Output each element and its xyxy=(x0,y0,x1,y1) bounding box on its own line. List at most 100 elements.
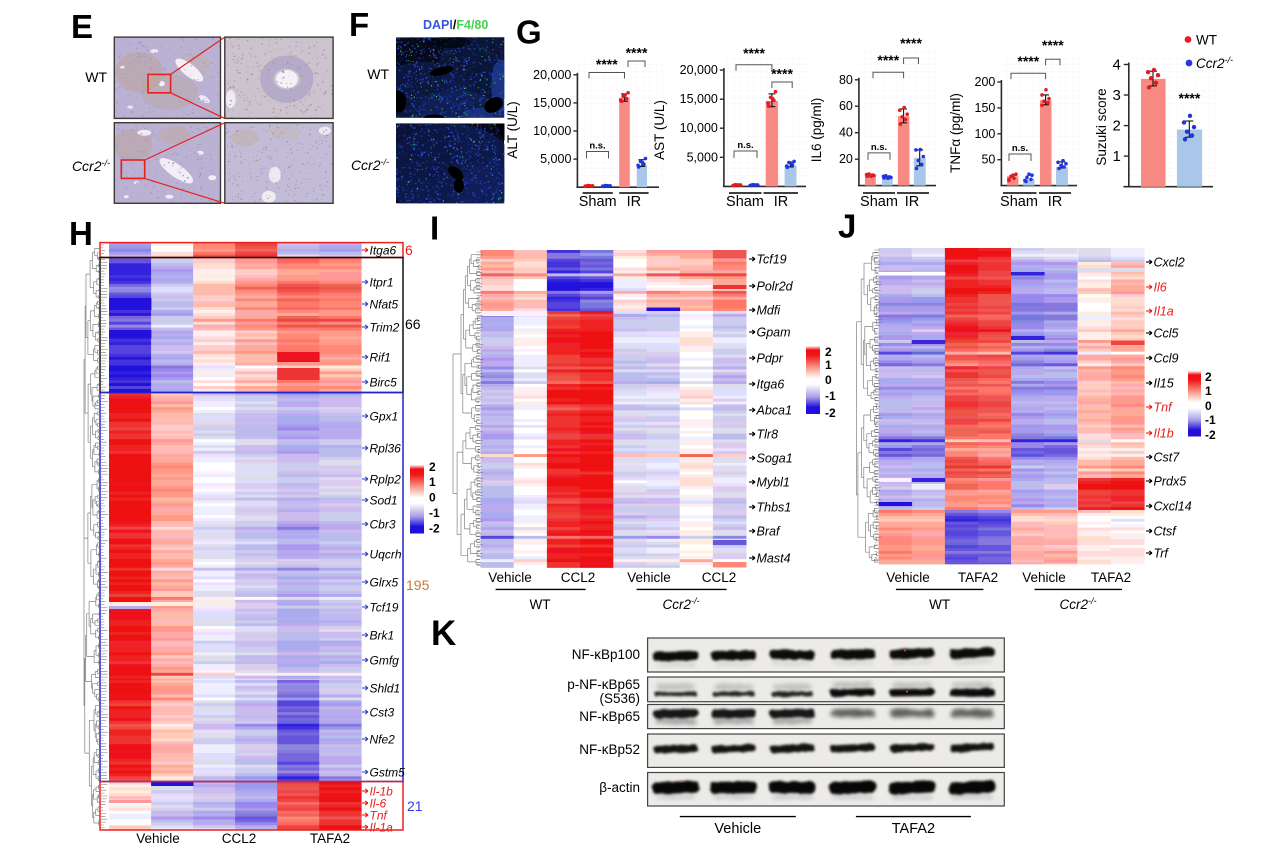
svg-text:****: **** xyxy=(626,45,648,61)
svg-text:Rplp2: Rplp2 xyxy=(370,473,402,487)
svg-text:20,000: 20,000 xyxy=(533,68,571,82)
svg-text:****: **** xyxy=(877,52,899,68)
svg-text:WT: WT xyxy=(85,69,107,85)
svg-text:Cst3: Cst3 xyxy=(370,706,395,720)
svg-text:Tlr8: Tlr8 xyxy=(757,428,779,442)
svg-text:3: 3 xyxy=(1112,87,1120,104)
svg-text:150: 150 xyxy=(975,101,996,115)
svg-text:Tcf19: Tcf19 xyxy=(370,601,399,615)
svg-text:WT: WT xyxy=(367,66,389,82)
svg-text:Itpr1: Itpr1 xyxy=(370,276,394,290)
svg-text:Suzuki score: Suzuki score xyxy=(1094,88,1109,165)
svg-text:I: I xyxy=(430,210,439,247)
svg-text:Gmfg: Gmfg xyxy=(370,654,400,668)
svg-text:CCL2: CCL2 xyxy=(222,831,257,846)
svg-text:1: 1 xyxy=(1112,148,1120,165)
svg-text:WT: WT xyxy=(1196,33,1217,48)
svg-text:-1: -1 xyxy=(825,389,836,403)
svg-text:Mast4: Mast4 xyxy=(757,552,791,566)
svg-text:Shld1: Shld1 xyxy=(370,682,401,696)
svg-text:H: H xyxy=(69,215,93,252)
svg-text:****: **** xyxy=(1042,37,1064,53)
svg-text:66: 66 xyxy=(405,316,421,332)
svg-text:Soga1: Soga1 xyxy=(757,452,793,466)
svg-text:-2: -2 xyxy=(825,406,836,420)
svg-text:Braf: Braf xyxy=(757,525,781,539)
svg-text:n.s.: n.s. xyxy=(1012,143,1028,154)
svg-text:n.s.: n.s. xyxy=(871,142,887,153)
svg-text:-2: -2 xyxy=(429,522,440,536)
svg-text:-1: -1 xyxy=(429,506,440,520)
svg-text:100: 100 xyxy=(975,127,996,141)
svg-text:Rif1: Rif1 xyxy=(370,351,391,365)
svg-text:J: J xyxy=(838,208,856,245)
svg-text:2: 2 xyxy=(1112,118,1120,135)
svg-text:****: **** xyxy=(1179,90,1201,106)
svg-text:Abca1: Abca1 xyxy=(756,404,792,418)
svg-text:Sham: Sham xyxy=(726,194,764,210)
svg-text:Polr2d: Polr2d xyxy=(757,280,794,294)
svg-text:CCL2: CCL2 xyxy=(702,570,737,585)
svg-text:Birc5: Birc5 xyxy=(370,376,398,390)
svg-text:20,000: 20,000 xyxy=(680,63,718,77)
svg-text:15,000: 15,000 xyxy=(680,92,718,106)
svg-text:Uqcrh: Uqcrh xyxy=(370,548,402,562)
svg-text:****: **** xyxy=(1017,53,1039,69)
svg-text:Brk1: Brk1 xyxy=(370,629,395,643)
svg-text:5,000: 5,000 xyxy=(687,150,718,164)
svg-text:K: K xyxy=(431,614,456,653)
svg-text:4: 4 xyxy=(1112,57,1120,74)
svg-text:Il-1a: Il-1a xyxy=(370,821,394,835)
svg-text:6: 6 xyxy=(405,242,413,258)
svg-text:IR: IR xyxy=(627,194,642,210)
svg-text:****: **** xyxy=(596,56,618,72)
svg-text:80: 80 xyxy=(839,73,853,87)
svg-text:****: **** xyxy=(900,35,922,51)
svg-text:Gpx1: Gpx1 xyxy=(370,410,399,424)
svg-text:195: 195 xyxy=(406,577,430,593)
svg-text:Vehicle: Vehicle xyxy=(488,570,532,585)
svg-text:2: 2 xyxy=(825,345,832,359)
svg-text:50: 50 xyxy=(981,153,995,167)
svg-text:Sham: Sham xyxy=(860,194,898,210)
svg-text:5,000: 5,000 xyxy=(540,152,571,166)
svg-text:Nfe2: Nfe2 xyxy=(370,733,396,747)
svg-text:DAPI/F4/80: DAPI/F4/80 xyxy=(423,18,488,32)
svg-text:Cbr3: Cbr3 xyxy=(370,518,396,532)
svg-text:Mybl1: Mybl1 xyxy=(757,476,790,490)
svg-text:Thbs1: Thbs1 xyxy=(757,501,792,515)
svg-text:60: 60 xyxy=(839,99,853,113)
svg-text:F: F xyxy=(349,6,369,43)
svg-text:IR: IR xyxy=(774,194,789,210)
svg-text:Tcf19: Tcf19 xyxy=(757,253,787,267)
svg-text:Sham: Sham xyxy=(1000,194,1038,210)
svg-text:Nfat5: Nfat5 xyxy=(370,298,399,312)
svg-text:Glrx5: Glrx5 xyxy=(370,576,399,590)
svg-text:10,000: 10,000 xyxy=(680,121,718,135)
svg-text:AST (U/L): AST (U/L) xyxy=(652,100,667,160)
svg-text:1: 1 xyxy=(429,475,436,489)
svg-text:n.s.: n.s. xyxy=(737,140,753,151)
svg-text:0: 0 xyxy=(429,491,436,505)
svg-text:200: 200 xyxy=(975,75,996,89)
svg-text:Sham: Sham xyxy=(579,194,617,210)
svg-text:E: E xyxy=(71,8,93,45)
svg-text:Vehicle: Vehicle xyxy=(627,570,671,585)
svg-text:20: 20 xyxy=(839,152,853,166)
svg-text:Itga6: Itga6 xyxy=(370,244,397,258)
svg-text:WT: WT xyxy=(530,597,551,612)
svg-text:Trim2: Trim2 xyxy=(370,321,400,335)
svg-text:15,000: 15,000 xyxy=(533,96,571,110)
svg-text:IR: IR xyxy=(1048,194,1063,210)
svg-text:Vehicle: Vehicle xyxy=(136,831,180,846)
svg-text:ALT (U/L): ALT (U/L) xyxy=(505,101,520,158)
svg-text:40: 40 xyxy=(839,126,853,140)
svg-text:Itga6: Itga6 xyxy=(757,378,785,392)
svg-text:****: **** xyxy=(771,66,793,82)
svg-text:Gstm5: Gstm5 xyxy=(370,766,406,780)
svg-text:2: 2 xyxy=(429,460,436,474)
svg-text:IR: IR xyxy=(905,194,920,210)
svg-text:G: G xyxy=(516,14,542,51)
svg-text:21: 21 xyxy=(407,798,423,814)
svg-text:****: **** xyxy=(743,45,765,61)
